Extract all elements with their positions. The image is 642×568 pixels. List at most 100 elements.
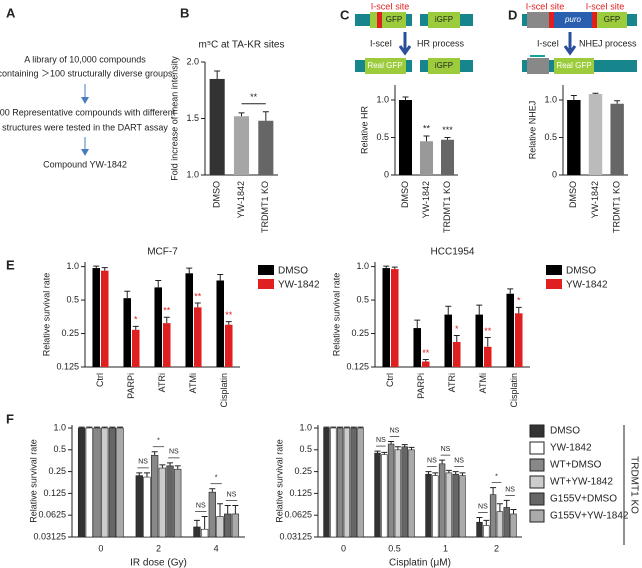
bar	[357, 427, 364, 538]
x-tick-label: TRDMT1 KO	[260, 181, 270, 233]
bar	[123, 298, 131, 367]
y-tick-label: 0.25	[61, 328, 79, 338]
error-bar	[439, 459, 446, 464]
significance: NS	[376, 437, 386, 444]
error-bar	[496, 503, 503, 512]
y-axis-label: Relative HR	[359, 105, 369, 154]
error-bar	[510, 508, 517, 514]
y-tick-label: 1.0	[544, 94, 557, 104]
bar	[158, 467, 166, 538]
error-bar	[515, 306, 522, 314]
site-label: I-sceI site	[586, 1, 625, 11]
bar	[496, 511, 504, 538]
bar	[258, 120, 274, 175]
y-tick-label: 0.125	[56, 361, 79, 371]
error-bar	[374, 450, 381, 454]
significance: NS	[478, 503, 488, 510]
legend-label: WT+YW-1842	[550, 477, 613, 488]
gene-box	[527, 12, 549, 28]
legend-swatch	[258, 265, 274, 275]
bar	[194, 307, 202, 367]
error-bar	[453, 335, 460, 342]
bar	[503, 507, 510, 538]
error-bar	[445, 305, 452, 315]
chart-title: MCF-7	[147, 247, 178, 258]
error-bar	[459, 472, 466, 476]
bar	[85, 427, 93, 538]
error-bar	[445, 469, 452, 473]
bar	[588, 94, 603, 175]
error-bar	[343, 426, 350, 428]
legend-label: YW-1842	[566, 280, 608, 291]
bar	[483, 525, 490, 538]
bar	[93, 427, 101, 538]
legend-label: DMSO	[278, 266, 308, 277]
significance: **	[484, 326, 492, 336]
bar	[200, 528, 209, 538]
gene-box	[428, 58, 460, 74]
error-bar	[93, 426, 100, 428]
bar	[610, 103, 624, 175]
error-bar	[262, 111, 269, 121]
legend-label: G155V+DMSO	[550, 494, 617, 505]
error-bar	[383, 265, 390, 269]
gene-label: Real GFP	[556, 61, 591, 70]
x-axis-label: IR dose (Gy)	[130, 558, 187, 568]
error-bar	[394, 446, 401, 450]
gene-label: GFP	[386, 15, 402, 24]
x-tick-label: ATRi	[157, 373, 167, 392]
enzyme-label: I-sceI	[370, 38, 392, 48]
y-axis-label: Relative survival rate	[274, 439, 284, 523]
x-tick-label: 0	[341, 543, 346, 553]
bar	[101, 270, 109, 367]
significance: NS	[441, 446, 451, 453]
gene-label: iGFP	[435, 61, 453, 70]
bar	[224, 513, 232, 538]
significance: *	[215, 475, 218, 482]
x-tick-label: YW-1842	[236, 181, 246, 218]
gene-box	[597, 12, 627, 28]
y-tick-label: 1.0	[356, 261, 369, 271]
x-tick-label: TRDMT1 KO	[612, 181, 622, 233]
bar	[225, 324, 233, 367]
y-axis-label: Relative survival rate	[41, 273, 51, 357]
error-bar	[592, 92, 599, 94]
significance: **	[225, 310, 233, 320]
error-bar	[350, 426, 357, 428]
y-axis-label: Relative survival rate	[28, 439, 38, 523]
y-tick-label: 0.0625	[38, 510, 66, 520]
bar	[398, 100, 413, 175]
error-bar	[101, 267, 108, 271]
bar	[438, 463, 446, 538]
x-tick-label: Cisplatin	[219, 373, 229, 408]
x-tick-label: DMSO	[212, 181, 222, 208]
y-tick-label: 0.125	[346, 361, 369, 371]
error-bar	[136, 472, 143, 476]
panel-label: C	[340, 7, 350, 22]
x-tick-label: DMSO	[400, 181, 410, 208]
error-bar	[381, 451, 388, 455]
error-bar	[391, 266, 398, 270]
bar	[484, 346, 492, 367]
error-bar	[151, 451, 158, 456]
gene-label: Real GFP	[367, 61, 402, 70]
y-tick-label: 0.5	[376, 132, 389, 142]
y-tick-label: 1.0	[66, 261, 79, 271]
panel-label: A	[6, 5, 16, 20]
legend-label: DMSO	[550, 426, 580, 437]
bar	[336, 427, 344, 538]
error-bar	[476, 517, 483, 523]
y-tick-label: 0	[552, 169, 557, 179]
step-text: containing ＞100 structurally diverse gro…	[0, 68, 173, 78]
error-bar	[476, 304, 483, 315]
bar	[401, 446, 408, 538]
bar	[387, 443, 395, 538]
gene-label: puro	[564, 15, 582, 24]
bar	[452, 473, 459, 538]
y-tick-label: 0	[384, 169, 389, 179]
x-tick-label: 1	[443, 543, 448, 553]
y-tick-label: 0.0625	[284, 510, 312, 520]
bar	[374, 452, 381, 538]
bar	[489, 494, 497, 538]
